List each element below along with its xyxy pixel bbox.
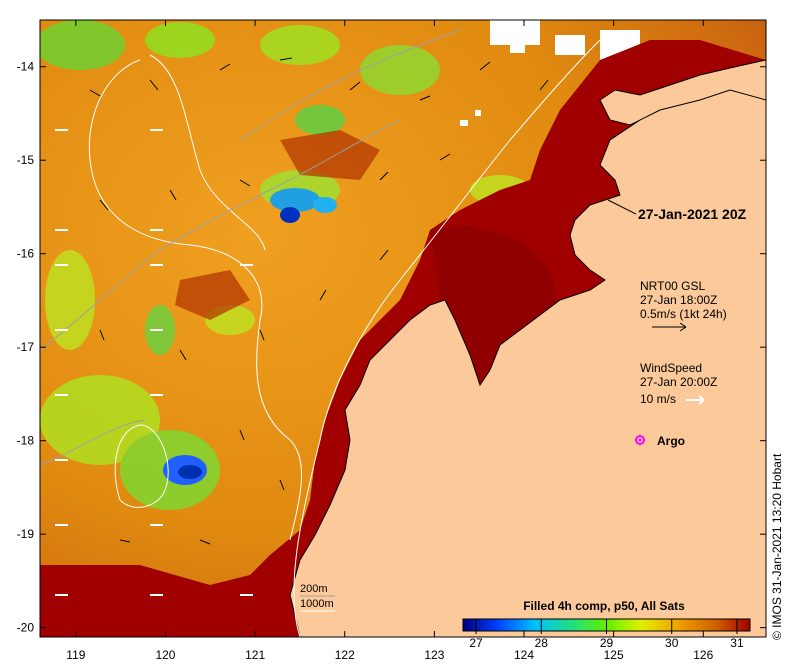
isobath-1000-label: 1000m — [300, 598, 334, 610]
x-axis: 119 120 121 122 123 124 125 126 — [66, 20, 714, 662]
y-tick-label: -14 — [17, 60, 35, 74]
colorbar-tick-label: 28 — [535, 636, 549, 650]
colorbar-tick-label: 27 — [469, 636, 483, 650]
y-tick-label: -18 — [17, 434, 35, 448]
current-vectors — [89, 57, 549, 545]
argo-marker-icon — [635, 435, 645, 445]
x-tick-label: 121 — [245, 648, 265, 662]
wind-title: WindSpeed — [640, 361, 702, 375]
x-tick-label: 123 — [424, 648, 444, 662]
y-tick-label: -20 — [17, 621, 35, 635]
argo-label: Argo — [657, 434, 685, 448]
isobath-200-label: 200m — [300, 583, 328, 595]
isobaths — [40, 29, 601, 637]
colorbar-tick-label: 31 — [730, 636, 744, 650]
gsl-time: 27-Jan 18:00Z — [640, 293, 717, 307]
y-tick-label: -16 — [17, 247, 35, 261]
x-tick-label: 120 — [155, 648, 175, 662]
brown-patches — [175, 130, 380, 320]
x-tick-label: 122 — [335, 648, 355, 662]
y-tick-label: -15 — [17, 153, 35, 167]
colorbar-tick-label: 30 — [665, 636, 679, 650]
x-tick-label: 119 — [66, 648, 85, 662]
gsl-title: NRT00 GSL — [640, 279, 705, 293]
wind-scale-arrow — [686, 395, 705, 405]
colorbar-tick-label: 29 — [600, 636, 614, 650]
colorbar-title: Filled 4h comp, p50, All Sats — [523, 599, 685, 613]
plot-frame — [39, 19, 767, 638]
credit-label: © IMOS 31-Jan-2021 13:20 Hobart — [770, 453, 784, 640]
timestamp-pointer — [607, 199, 637, 215]
cold-sst-patches — [163, 188, 337, 485]
plot-area — [40, 20, 766, 637]
wind-time: 27-Jan 20:00Z — [640, 375, 717, 389]
y-axis: -14 -15 -16 -17 -18 -19 -20 — [17, 60, 766, 635]
wind-vectors — [55, 129, 253, 596]
land-coast-north — [599, 59, 766, 126]
x-tick-label: 125 — [604, 648, 624, 662]
timestamp-label: 27-Jan-2021 20Z — [638, 206, 747, 222]
y-tick-label: -17 — [17, 340, 35, 354]
x-tick-label: 124 — [514, 648, 534, 662]
x-tick-label: 126 — [693, 648, 713, 662]
gsl-scale-arrow — [652, 322, 687, 332]
wind-scale: 10 m/s — [640, 392, 676, 406]
y-tick-label: -19 — [17, 527, 35, 541]
colorbar-ticks: 27 28 29 30 31 — [469, 619, 744, 650]
gsl-scale: 0.5m/s (1kt 24h) — [640, 307, 727, 321]
